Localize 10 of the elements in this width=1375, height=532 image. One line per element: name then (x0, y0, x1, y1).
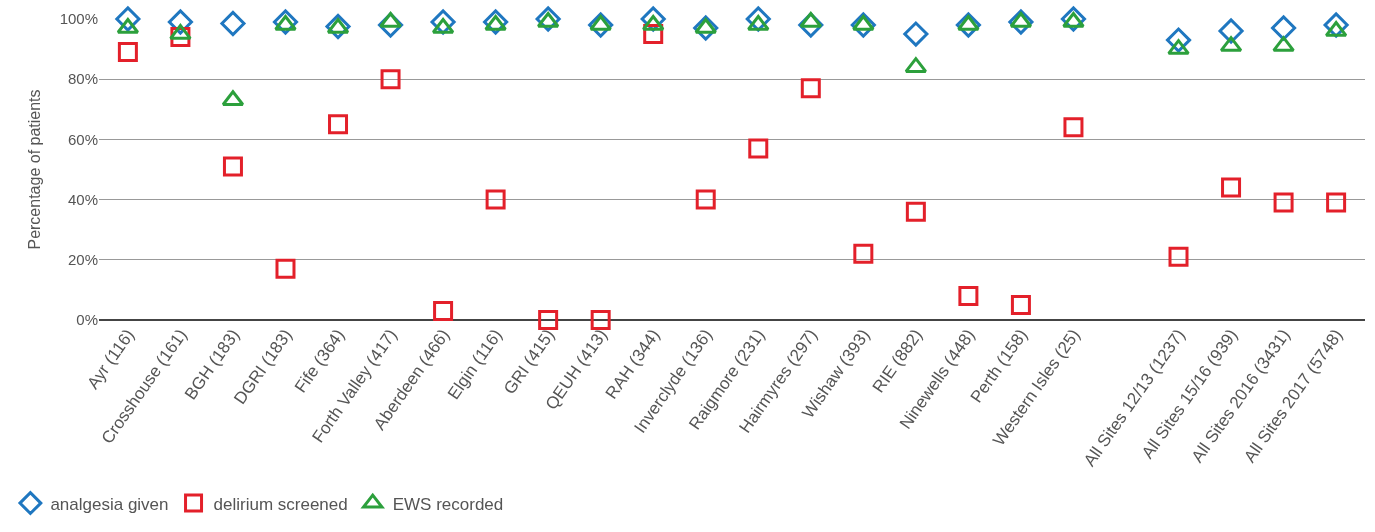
legend-label: analgesia given (50, 494, 169, 514)
y-tick-label: 100% (59, 10, 98, 28)
y-axis-title: Percentage of patients (25, 89, 43, 250)
y-tick-label: 20% (67, 251, 98, 269)
y-tick-label: 60% (67, 130, 98, 148)
legend-label: EWS recorded (392, 494, 504, 514)
y-tick-label: 40% (67, 190, 98, 208)
y-tick-label: 80% (67, 70, 98, 88)
legend-label: delirium screened (213, 494, 348, 514)
y-tick-label: 0% (76, 311, 98, 329)
